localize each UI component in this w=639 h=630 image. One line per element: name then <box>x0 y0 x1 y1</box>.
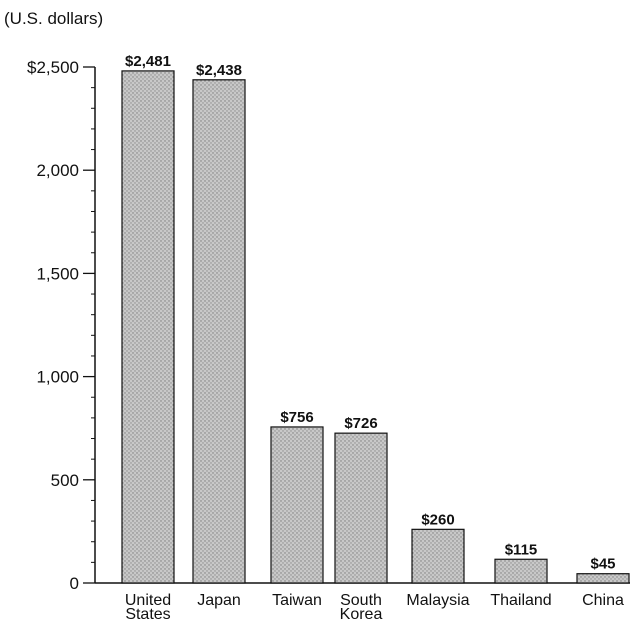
bar <box>334 432 388 584</box>
y-tick-label: $2,500 <box>27 58 79 77</box>
y-tick-label: 1,500 <box>36 264 79 283</box>
bar-value-label: $115 <box>505 541 538 558</box>
x-tick-label: Malaysia <box>406 592 469 609</box>
bar-value-label: $726 <box>344 415 377 432</box>
x-tick-labels: United States Japan Taiwan South Korea Malaysi… <box>125 592 624 623</box>
x-tick-label-line: Japan <box>197 592 241 609</box>
bar-value-label: $2,481 <box>125 53 171 70</box>
y-tick-label: 1,000 <box>36 368 79 387</box>
units-label: (U.S. dollars) <box>4 9 103 28</box>
x-tick-label: Taiwan <box>272 592 322 609</box>
bar-value-label: $260 <box>421 511 454 528</box>
bar <box>121 70 175 584</box>
x-tick-label-line: Korea <box>340 606 383 623</box>
x-tick-label: Thailand <box>490 592 551 609</box>
x-tick-label: Japan <box>197 592 241 609</box>
bar <box>411 528 465 584</box>
x-tick-label-line: Thailand <box>490 592 551 609</box>
bar-value-label: $2,438 <box>196 62 242 79</box>
bars <box>121 70 630 584</box>
bar <box>270 426 324 584</box>
x-tick-label: United States <box>125 592 171 623</box>
x-tick-label-line: States <box>125 606 170 623</box>
y-axis: 0 500 1,000 1,500 2,000 $2,500 <box>27 58 630 593</box>
y-tick-label: 500 <box>51 471 79 490</box>
y-tick-label: 0 <box>70 574 79 593</box>
bar <box>192 79 246 584</box>
x-tick-label-line: Malaysia <box>406 592 469 609</box>
bar-value-label: $756 <box>280 409 313 426</box>
x-tick-label: South Korea <box>340 592 383 623</box>
x-tick-label-line: South <box>340 592 382 609</box>
bar <box>576 573 630 584</box>
x-tick-label-line: Taiwan <box>272 592 322 609</box>
bar <box>494 558 548 584</box>
x-tick-label-line: United <box>125 592 171 609</box>
bar-value-label: $45 <box>590 556 615 573</box>
y-tick-label: 2,000 <box>36 161 79 180</box>
x-tick-label-line: China <box>582 592 624 609</box>
x-tick-label: China <box>582 592 624 609</box>
value-labels: $2,481 $2,438 $756 $726 $260 $115 $45 <box>125 53 615 573</box>
